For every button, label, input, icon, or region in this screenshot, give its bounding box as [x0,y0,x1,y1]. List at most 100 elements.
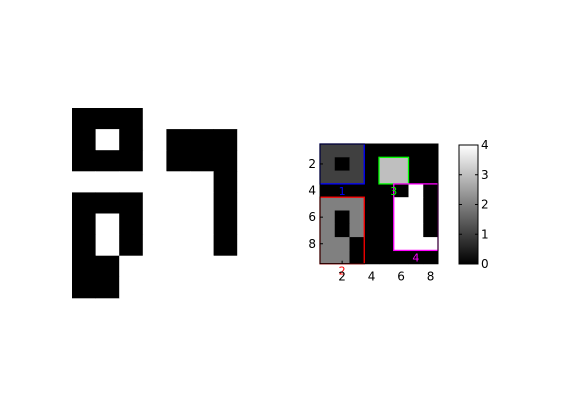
pixel-cell [213,129,238,151]
label-cell [379,157,395,171]
label-cell [364,210,380,225]
pixel-cell [190,276,214,299]
label-cell [408,237,424,251]
label-cell [393,197,409,211]
pixel-cell [72,129,96,151]
pixel-cell [237,213,262,235]
label-cell [423,223,439,238]
label-cell [423,170,439,185]
pixel-cell [119,150,144,172]
label-cell [320,197,336,211]
pixel-cell [237,255,262,278]
pixel-cell [190,129,214,151]
label-cell [320,170,336,185]
pixel-cell [213,234,238,257]
pixel-cell [95,255,120,278]
region-labels: 1 2 3 4 [339,185,420,278]
pixel-cell [119,192,144,214]
colorbar-tick-label: 0 [481,257,489,271]
pixel-cell [119,129,144,151]
region-label: 2 [339,265,346,278]
pixel-cell [142,108,167,130]
pixel-cell [72,150,96,172]
label-cell [379,210,395,225]
label-cell [320,237,336,251]
pixel-cell [190,234,214,257]
label-cell [334,223,350,238]
colorbar-tick-label: 4 [481,138,489,152]
pixel-cell [119,171,144,193]
label-cell [334,183,350,198]
colorbar-tick-label: 2 [481,198,489,212]
x-tick-label: 2 [338,270,346,284]
y-tick-label: 8 [308,237,316,251]
pixel-cell [166,150,191,172]
label-cell [334,170,350,185]
label-cell [408,223,424,238]
pixel-cell [237,129,262,151]
y-tick-label: 2 [308,157,316,171]
region-label: 4 [412,251,419,264]
label-cell [349,157,365,171]
label-cell [320,183,336,198]
label-cell [423,237,439,251]
pixel-cell [166,129,191,151]
pixel-cell [213,276,238,299]
label-cell [423,210,439,225]
label-cell [349,144,365,158]
label-cell [393,210,409,225]
label-cell [408,144,424,158]
label-cell [364,250,380,265]
label-cell [364,197,380,211]
label-cell [408,197,424,211]
label-cell [393,157,409,171]
pixel-cell [190,192,214,214]
label-cell [349,183,365,198]
pixel-cell [142,150,167,172]
label-cell [393,183,409,198]
label-cell [379,197,395,211]
pixel-cell [95,213,120,235]
pixel-cell [213,171,238,193]
label-cell [393,250,409,265]
label-cell [334,210,350,225]
pixel-cell [119,108,144,130]
pixel-cell [190,108,214,130]
label-cell [423,197,439,211]
pixel-cell [237,276,262,299]
pixel-cell [119,234,144,257]
pixel-cell [142,192,167,214]
pixel-cell [142,255,167,278]
label-cell [320,144,336,158]
label-cell [334,250,350,265]
label-cell [408,210,424,225]
pixel-cell [190,171,214,193]
label-cell [364,183,380,198]
pixel-cell [95,171,120,193]
label-cell [349,197,365,211]
pixel-cell [119,276,144,299]
pixel-cell [119,213,144,235]
label-cell [393,223,409,238]
pixel-cell [142,276,167,299]
label-cell [320,223,336,238]
label-cell [379,223,395,238]
pixel-cell [72,234,96,257]
pixel-cell [237,108,262,130]
label-cell [349,237,365,251]
label-cell [379,183,395,198]
pixel-cell [166,213,191,235]
pixel-cell [166,276,191,299]
label-cell [423,157,439,171]
pixel-cell [72,108,96,130]
label-cell [349,250,365,265]
pixel-cell [95,108,120,130]
pixel-cell [237,192,262,214]
pixel-cell [213,108,238,130]
label-cell [320,210,336,225]
label-cell [393,170,409,185]
pixel-cell [119,255,144,278]
label-cell [364,170,380,185]
pixel-cell [95,150,120,172]
